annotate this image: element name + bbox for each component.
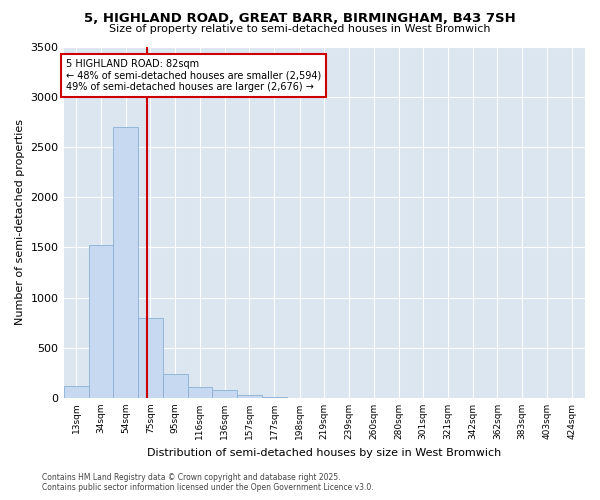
Text: Contains HM Land Registry data © Crown copyright and database right 2025.
Contai: Contains HM Land Registry data © Crown c… — [42, 473, 374, 492]
Bar — [89, 246, 113, 398]
Bar — [139, 318, 163, 398]
Y-axis label: Number of semi-detached properties: Number of semi-detached properties — [15, 119, 25, 325]
Bar — [163, 374, 188, 398]
Bar — [238, 395, 262, 398]
Text: Size of property relative to semi-detached houses in West Bromwich: Size of property relative to semi-detach… — [109, 24, 491, 34]
Bar — [188, 388, 212, 398]
Bar — [212, 390, 238, 398]
Bar — [113, 127, 139, 398]
Text: 5 HIGHLAND ROAD: 82sqm
← 48% of semi-detached houses are smaller (2,594)
49% of : 5 HIGHLAND ROAD: 82sqm ← 48% of semi-det… — [66, 58, 321, 92]
Text: 5, HIGHLAND ROAD, GREAT BARR, BIRMINGHAM, B43 7SH: 5, HIGHLAND ROAD, GREAT BARR, BIRMINGHAM… — [84, 12, 516, 26]
X-axis label: Distribution of semi-detached houses by size in West Bromwich: Distribution of semi-detached houses by … — [147, 448, 502, 458]
Bar — [262, 397, 287, 398]
Bar — [64, 386, 89, 398]
